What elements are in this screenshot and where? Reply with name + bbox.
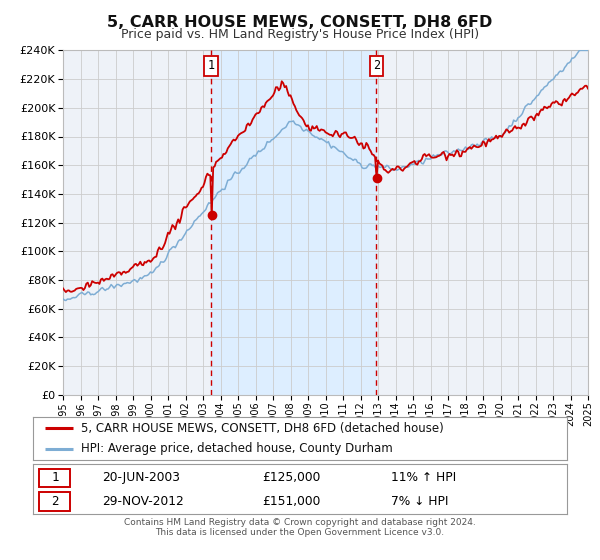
Text: £151,000: £151,000	[263, 495, 321, 508]
Text: This data is licensed under the Open Government Licence v3.0.: This data is licensed under the Open Gov…	[155, 528, 445, 537]
Text: 29-NOV-2012: 29-NOV-2012	[103, 495, 184, 508]
Text: 2: 2	[51, 495, 59, 508]
Text: 5, CARR HOUSE MEWS, CONSETT, DH8 6FD (detached house): 5, CARR HOUSE MEWS, CONSETT, DH8 6FD (de…	[81, 422, 444, 435]
Text: Contains HM Land Registry data © Crown copyright and database right 2024.: Contains HM Land Registry data © Crown c…	[124, 518, 476, 527]
Text: Price paid vs. HM Land Registry's House Price Index (HPI): Price paid vs. HM Land Registry's House …	[121, 28, 479, 41]
Text: 1: 1	[51, 472, 59, 484]
Text: 20-JUN-2003: 20-JUN-2003	[103, 472, 181, 484]
Text: 2: 2	[373, 59, 380, 72]
Text: HPI: Average price, detached house, County Durham: HPI: Average price, detached house, Coun…	[81, 442, 393, 455]
Text: 7% ↓ HPI: 7% ↓ HPI	[391, 495, 448, 508]
Text: £125,000: £125,000	[263, 472, 321, 484]
Text: 5, CARR HOUSE MEWS, CONSETT, DH8 6FD: 5, CARR HOUSE MEWS, CONSETT, DH8 6FD	[107, 15, 493, 30]
Text: 1: 1	[208, 59, 215, 72]
FancyBboxPatch shape	[40, 469, 70, 487]
FancyBboxPatch shape	[40, 492, 70, 511]
Text: 11% ↑ HPI: 11% ↑ HPI	[391, 472, 456, 484]
Bar	[211, 50, 376, 395]
